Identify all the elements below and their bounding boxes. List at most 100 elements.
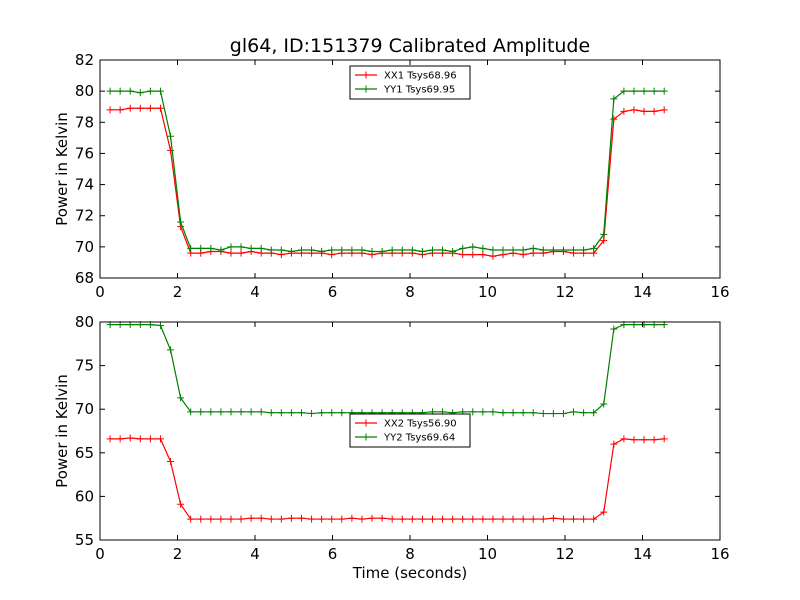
data-point [207,515,215,523]
data-point [217,408,225,416]
data-point [539,410,547,418]
chart-title: gl64, ID:151379 Calibrated Amplitude [230,35,590,57]
data-point [237,515,245,523]
data-point [116,87,124,95]
data-point [610,95,618,103]
legend-marker [362,419,370,427]
data-point [338,515,346,523]
x-tick-label: 6 [328,545,338,563]
y-axis-label: Power in Kelvin [53,374,71,488]
data-point [146,104,154,112]
data-point [247,514,255,522]
data-point [620,87,628,95]
data-point [660,87,668,95]
data-point [156,104,164,112]
data-point [348,514,356,522]
data-point [398,246,406,254]
legend: XX2 Tsys56.90 YY2 Tsys69.64 [349,413,471,448]
data-point [479,244,487,252]
data-point [156,435,164,443]
data-point [146,435,154,443]
data-point [287,514,295,522]
data-point [600,237,608,245]
data-point [499,409,507,417]
data-point [398,515,406,523]
data-point [187,408,195,416]
data-point [590,515,598,523]
data-point [559,410,567,418]
series-line [110,437,665,520]
data-point [247,244,255,252]
data-point [529,515,537,523]
data-point [136,89,144,97]
data-point [529,409,537,417]
data-point [660,435,668,443]
data-point [247,408,255,416]
data-point [469,243,477,251]
data-point [156,87,164,95]
data-point [167,146,175,154]
data-point [197,515,205,523]
data-point [408,515,416,523]
x-tick-label: 14 [633,283,652,301]
x-tick-label: 16 [710,283,729,301]
x-tick-label: 0 [95,545,105,563]
x-tick-label: 8 [405,545,415,563]
y-tick-label: 82 [75,51,94,69]
data-point [479,408,487,416]
data-point [640,107,648,115]
data-point [328,246,336,254]
x-tick-label: 8 [405,283,415,301]
x-tick-label: 12 [555,545,574,563]
data-point [207,244,215,252]
y-tick-label: 60 [75,487,94,505]
data-point [106,106,114,114]
data-point [418,248,426,256]
data-point [600,400,608,408]
data-point [277,409,285,417]
data-point [559,246,567,254]
data-point [650,107,658,115]
data-point [267,409,275,417]
data-point [308,515,316,523]
y-tick-label: 68 [75,269,94,287]
data-point [570,408,578,416]
data-point [267,246,275,254]
legend-entry: XX2 Tsys56.90 [384,419,457,430]
data-point [549,514,557,522]
legend: XX1 Tsys68.96 YY1 Tsys69.95 [349,65,471,100]
legend-marker [362,85,370,93]
series-line [110,324,665,415]
data-point [660,106,668,114]
data-point [408,246,416,254]
y-tick-label: 65 [75,444,94,462]
data-point [580,246,588,254]
data-point [519,246,527,254]
data-point [227,515,235,523]
x-tick-label: 10 [478,283,497,301]
data-point [287,248,295,256]
legend-marker [362,433,370,441]
data-point [549,246,557,254]
data-point [126,87,134,95]
data-point [559,515,567,523]
data-point [630,106,638,114]
data-point [257,408,265,416]
data-point [519,409,527,417]
data-point [610,115,618,123]
series-yy-panel-1 [106,87,668,256]
data-point [489,252,497,260]
data-point [277,246,285,254]
data-point [428,515,436,523]
x-tick-label: 14 [633,545,652,563]
series-xx-panel-1 [106,104,668,260]
data-point [580,409,588,417]
data-point [318,409,326,417]
data-point [217,246,225,254]
data-point [126,104,134,112]
data-point [308,246,316,254]
y-axis-label: Power in Kelvin [53,112,71,226]
data-point [469,515,477,523]
data-point [509,409,517,417]
